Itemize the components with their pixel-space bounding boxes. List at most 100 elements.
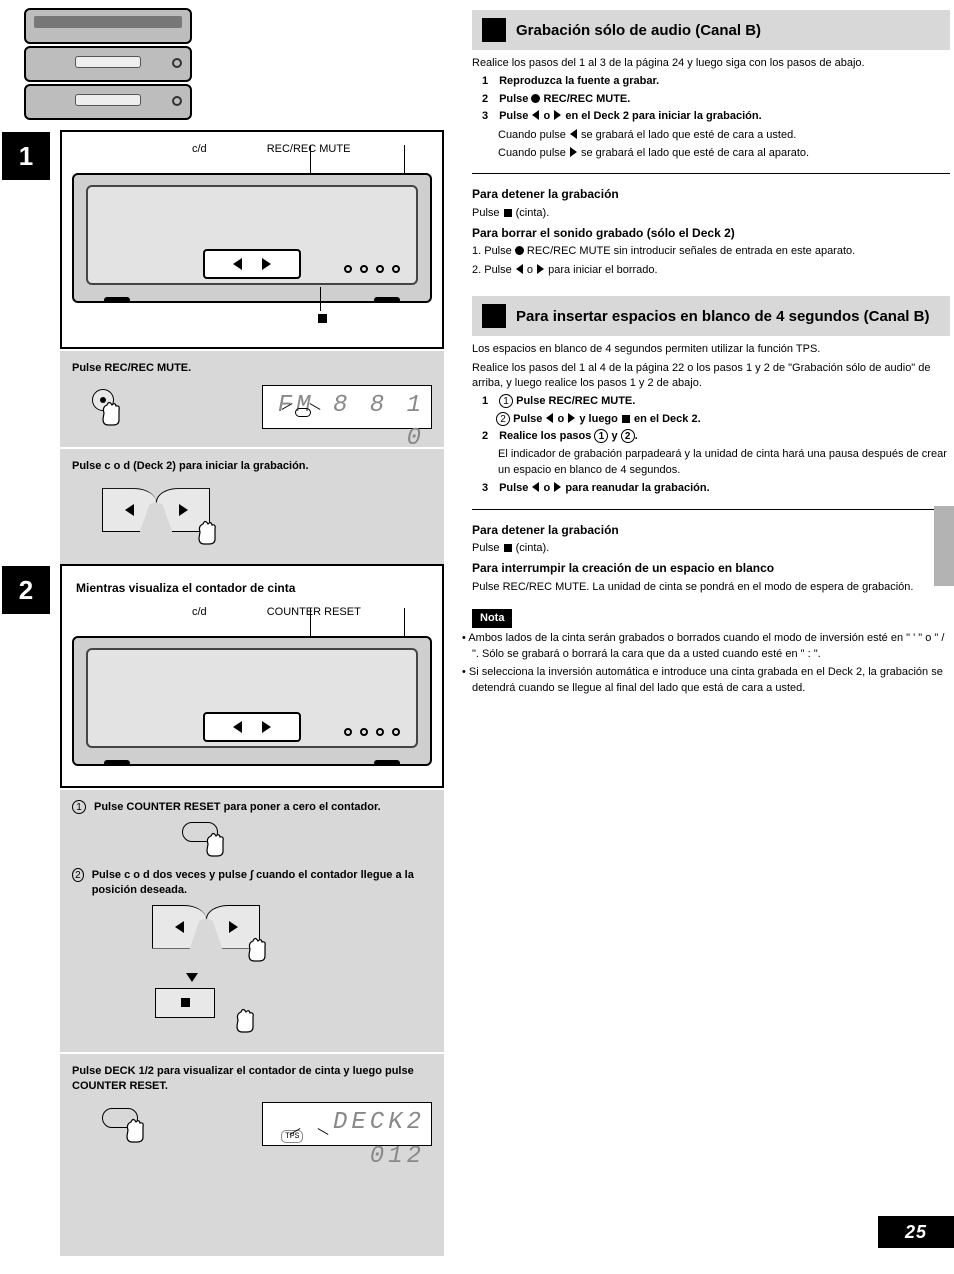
forward-icon <box>537 264 544 274</box>
stop-icon <box>504 209 512 217</box>
section-b-title: Para insertar espacios en blanco de 4 se… <box>516 306 929 327</box>
divider <box>472 173 950 174</box>
stack-deck-2 <box>24 84 192 120</box>
lcd-display-1: FM 8 8 1 0 <box>262 385 432 429</box>
system-stack-photo <box>24 8 192 120</box>
step1-rec-block: Pulse REC/REC MUTE. FM 8 8 1 0 <box>60 349 444 446</box>
step1-caption-rec: REC/REC MUTE <box>267 142 351 157</box>
secA-s3n: 3 <box>482 109 496 124</box>
section-b-header: Para insertar espacios en blanco de 4 se… <box>472 296 950 336</box>
lcd-display-2: DECK2 012 TPS <box>262 1102 432 1146</box>
stack-deck-1 <box>24 46 192 82</box>
rewind-icon <box>532 110 539 120</box>
step1-number: 1 <box>2 132 50 180</box>
secA-s3b: Cuando pulse se grabará el lado que esté… <box>498 147 809 159</box>
right-column: Grabación sólo de audio (Canal B) Realic… <box>468 8 954 1256</box>
step1-frame: 1 c/d REC/REC MUTE <box>60 130 444 349</box>
hand-pointer-icon <box>202 828 232 858</box>
step2-frame-title: Mientras visualiza el contador de cinta <box>76 580 432 597</box>
step2-leaders <box>72 622 432 636</box>
secA-s3a: Cuando pulse se grabará el lado que esté… <box>498 129 796 141</box>
secB-intro1: Los espacios en blanco de 4 segundos per… <box>472 342 950 357</box>
hand-pointer-icon <box>98 397 128 427</box>
stop-icon <box>504 544 512 552</box>
substep-1-text: Pulse COUNTER RESET para poner a cero el… <box>94 800 381 815</box>
record-dot-icon <box>515 246 524 255</box>
secA-stop-t: Pulse (cinta). <box>472 206 950 221</box>
sub-2-badge: 2 <box>621 429 635 443</box>
section-marker-icon <box>482 304 506 328</box>
secB-note-h: Para interrumpir la creación de un espac… <box>472 560 950 577</box>
secA-erase-h: Para borrar el sonido grabado (sólo el D… <box>472 225 950 242</box>
step1-deck-illustration <box>72 173 432 303</box>
rewind-icon <box>546 413 553 423</box>
forward-icon <box>554 482 561 492</box>
secB-stop-h: Para detener la grabación <box>472 522 950 539</box>
step2-deck-title: Pulse DECK 1/2 para visualizar el contad… <box>72 1064 432 1095</box>
secA-s1n: 1 <box>482 74 496 89</box>
rewind-icon <box>516 264 523 274</box>
secA-stop-h: Para detener la grabación <box>472 186 950 203</box>
step1-caption-rewind: c/d <box>192 142 207 157</box>
section-marker-icon <box>482 18 506 42</box>
stop-icon <box>622 415 630 423</box>
secB-stop-t: Pulse (cinta). <box>472 541 950 556</box>
step1-play-title: Pulse c o d (Deck 2) para iniciar la gra… <box>72 459 432 474</box>
nota-1-text: Ambos lados de la cinta serán grabados o… <box>468 632 944 659</box>
hand-pointer-icon <box>194 516 224 546</box>
sub-1-badge: 1 <box>594 429 608 443</box>
secA-s3: Pulse o en el Deck 2 para iniciar la gra… <box>499 110 762 122</box>
left-column: 1 c/d REC/REC MUTE Pulse R <box>0 8 444 1256</box>
secB-s2a: Pulse o y luego en el Deck 2. <box>513 413 701 425</box>
substep-2-badge: 2 <box>72 868 84 882</box>
secA-s2n: 2 <box>482 92 496 107</box>
secB-s1: Pulse REC/REC MUTE. <box>516 395 635 407</box>
sub-1-badge: 1 <box>499 394 513 408</box>
stop-icon <box>318 314 327 323</box>
step2-caption-rewind: c/d <box>192 605 207 620</box>
substep-2-text: Pulse c o d dos veces y pulse ∫ cuando e… <box>92 868 432 899</box>
secA-erase-2: 2. Pulse o para iniciar el borrado. <box>472 263 950 278</box>
section-a-title: Grabación sólo de audio (Canal B) <box>516 20 761 41</box>
nota-2: • Si selecciona la inversión automática … <box>472 665 950 696</box>
hand-pointer-icon <box>244 933 274 963</box>
page-number: 25 <box>878 1216 954 1248</box>
secA-s2a: Pulse <box>499 93 531 105</box>
rewind-icon <box>532 482 539 492</box>
secB-intro2: Realice los pasos del 1 al 4 de la págin… <box>472 361 950 392</box>
nota-1: • Ambos lados de la cinta serán grabados… <box>472 631 950 662</box>
secA-erase-1: 1. Pulse REC/REC MUTE sin introducir señ… <box>472 244 950 259</box>
hand-pointer-icon <box>122 1114 152 1144</box>
secA-intro: Realice los pasos del 1 al 3 de la págin… <box>472 56 950 71</box>
step1-rec-title: Pulse REC/REC MUTE. <box>72 361 432 376</box>
hand-pointer-icon <box>232 1004 262 1034</box>
step2-deck-illustration <box>72 636 432 766</box>
step1-play-block: Pulse c o d (Deck 2) para iniciar la gra… <box>60 447 444 564</box>
step2-counter-display-block: Pulse DECK 1/2 para visualizar el contad… <box>60 1052 444 1257</box>
side-tab <box>934 506 954 586</box>
forward-icon <box>554 110 561 120</box>
step2-number: 2 <box>2 566 50 614</box>
rewind-icon <box>570 129 577 139</box>
secB-s2c: El indicador de grabación parpadeará y l… <box>498 447 950 478</box>
nota-2-text: Si selecciona la inversión automática e … <box>469 666 943 693</box>
stack-receiver <box>24 8 192 44</box>
stop-button-icon <box>155 988 215 1018</box>
section-a-header: Grabación sólo de audio (Canal B) <box>472 10 950 50</box>
substep-1-badge: 1 <box>72 800 86 814</box>
secA-s1: Reproduzca la fuente a grabar. <box>499 75 659 87</box>
down-arrow-icon <box>186 973 198 982</box>
step2-substeps-block: 1 Pulse COUNTER RESET para poner a cero … <box>60 788 444 1051</box>
forward-icon <box>568 413 575 423</box>
secB-note-t: Pulse REC/REC MUTE. La unidad de cinta s… <box>472 580 950 595</box>
step2-caption-counter: COUNTER RESET <box>267 605 361 620</box>
secA-s2b: REC/REC MUTE. <box>540 93 630 105</box>
nota-label: Nota <box>472 609 512 628</box>
divider <box>472 509 950 510</box>
forward-icon <box>570 147 577 157</box>
secB-s2b-line: Realice los pasos 1 y 2. <box>499 430 638 442</box>
secB-s3: Pulse o para reanudar la grabación. <box>499 482 710 494</box>
sub-2-badge: 2 <box>496 412 510 426</box>
step2-frame: 2 Mientras visualiza el contador de cint… <box>60 564 444 788</box>
step1-leaders <box>72 159 432 173</box>
